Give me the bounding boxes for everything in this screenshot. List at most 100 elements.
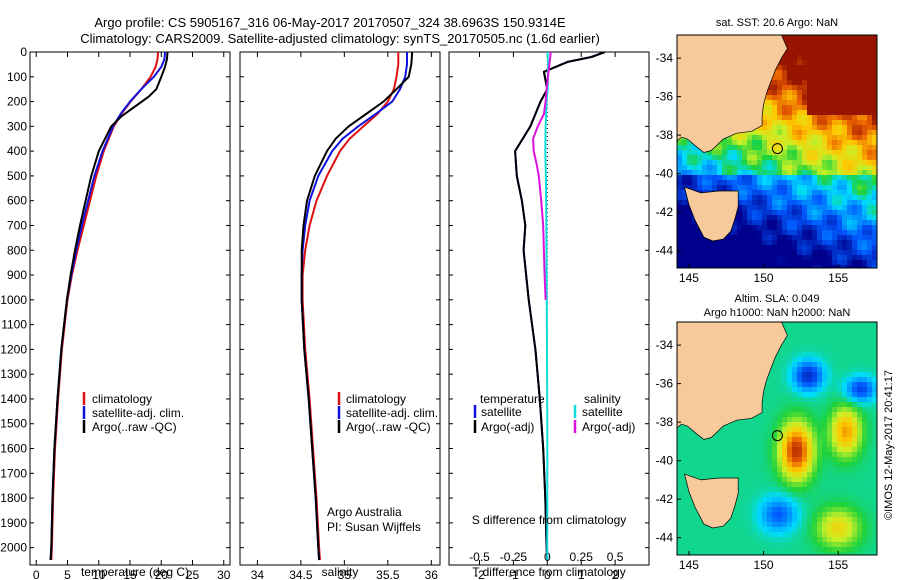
- field-cell: [872, 437, 877, 443]
- field-cell: [747, 482, 753, 488]
- field-cell: [817, 447, 823, 453]
- field-cell: [852, 205, 858, 211]
- field-cell: [692, 165, 698, 171]
- field-cell: [802, 230, 808, 236]
- field-cell: [812, 100, 818, 106]
- field-cell: [767, 240, 773, 246]
- field-cell: [857, 205, 863, 211]
- field-cell: [797, 482, 803, 488]
- field-cell: [792, 130, 798, 136]
- field-cell: [807, 155, 813, 161]
- field-cell: [772, 547, 778, 553]
- field-cell: [842, 337, 848, 343]
- field-cell: [782, 235, 788, 241]
- field-cell: [677, 255, 683, 261]
- field-cell: [782, 240, 788, 246]
- field-cell: [837, 352, 843, 358]
- field-cell: [852, 160, 858, 166]
- field-cell: [802, 40, 808, 46]
- field-cell: [727, 235, 733, 241]
- field-cell: [857, 467, 863, 473]
- field-cell: [862, 402, 868, 408]
- field-cell: [757, 265, 763, 268]
- field-cell: [787, 547, 793, 553]
- field-cell: [857, 210, 863, 216]
- field-cell: [812, 377, 818, 383]
- field-cell: [747, 135, 753, 141]
- field-cell: [867, 255, 873, 261]
- field-cell: [737, 467, 743, 473]
- field-cell: [737, 145, 743, 151]
- field-cell: [847, 85, 853, 91]
- field-cell: [697, 467, 703, 473]
- field-cell: [812, 437, 818, 443]
- field-cell: [852, 175, 858, 181]
- field-cell: [747, 477, 753, 483]
- field-cell: [702, 245, 708, 251]
- field-cell: [742, 190, 748, 196]
- field-cell: [677, 155, 683, 161]
- field-cell: [752, 235, 758, 241]
- field-cell: [757, 195, 763, 201]
- field-cell: [867, 522, 873, 528]
- field-cell: [867, 180, 873, 186]
- field-cell: [687, 427, 693, 433]
- field-cell: [712, 170, 718, 176]
- field-cell: [867, 265, 873, 268]
- field-cell: [847, 482, 853, 488]
- field-cell: [872, 407, 877, 413]
- field-cell: [807, 55, 813, 61]
- field-cell: [812, 362, 818, 368]
- field-cell: [817, 240, 823, 246]
- field-cell: [802, 175, 808, 181]
- field-cell: [812, 230, 818, 236]
- field-cell: [772, 407, 778, 413]
- field-cell: [707, 160, 713, 166]
- field-cell: [857, 502, 863, 508]
- field-cell: [742, 537, 748, 543]
- field-cell: [837, 417, 843, 423]
- field-cell: [827, 442, 833, 448]
- field-cell: [682, 522, 688, 528]
- field-cell: [857, 412, 863, 418]
- field-cell: [687, 185, 693, 191]
- field-cell: [872, 472, 877, 478]
- field-cell: [677, 265, 683, 268]
- field-cell: [832, 397, 838, 403]
- field-cell: [727, 452, 733, 458]
- field-cell: [717, 542, 723, 548]
- field-cell: [842, 462, 848, 468]
- field-cell: [767, 532, 773, 538]
- field-cell: [867, 145, 873, 151]
- field-cell: [857, 160, 863, 166]
- field-cell: [832, 502, 838, 508]
- field-cell: [857, 522, 863, 528]
- field-cell: [812, 150, 818, 156]
- field-cell: [857, 65, 863, 71]
- field-cell: [797, 225, 803, 231]
- field-cell: [777, 155, 783, 161]
- field-cell: [832, 542, 838, 548]
- field-cell: [862, 382, 868, 388]
- field-cell: [807, 412, 813, 418]
- field-cell: [817, 497, 823, 503]
- field-cell: [687, 467, 693, 473]
- field-cell: [847, 477, 853, 483]
- field-cell: [742, 527, 748, 533]
- field-cell: [842, 235, 848, 241]
- field-cell: [797, 387, 803, 393]
- field-cell: [782, 482, 788, 488]
- field-cell: [807, 342, 813, 348]
- field-cell: [767, 482, 773, 488]
- field-cell: [737, 230, 743, 236]
- field-cell: [847, 552, 853, 555]
- field-cell: [692, 452, 698, 458]
- field-cell: [837, 70, 843, 76]
- field-cell: [697, 235, 703, 241]
- field-cell: [707, 150, 713, 156]
- field-cell: [872, 210, 877, 216]
- field-cell: [777, 245, 783, 251]
- field-cell: [827, 327, 833, 333]
- field-cell: [862, 110, 868, 116]
- field-cell: [812, 80, 818, 86]
